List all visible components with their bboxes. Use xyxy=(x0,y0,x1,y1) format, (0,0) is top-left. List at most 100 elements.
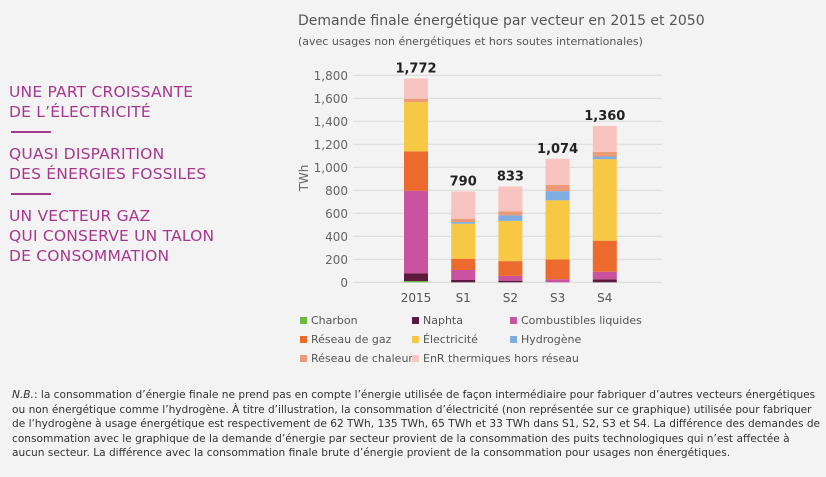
bars xyxy=(404,78,617,283)
legend-label: Combustibles liquides xyxy=(521,314,642,327)
bar-segment-enr-thermiques-hors-reseau xyxy=(404,78,428,99)
bar-segment-reseau-de-chaleur xyxy=(545,185,570,192)
total-label: 1,074 xyxy=(537,142,578,157)
x-axis-ticks: 2015 S1 S2 S3 S4 xyxy=(401,291,613,305)
y-tick-label: 200 xyxy=(325,253,348,267)
legend-label: EnR thermiques hors réseau xyxy=(423,352,579,365)
bar-stack-s3 xyxy=(545,158,570,283)
bar-segment-electricite xyxy=(592,159,617,241)
bar-stack-s2 xyxy=(498,186,523,283)
divider xyxy=(11,193,51,195)
bar-segment-hydrogene xyxy=(498,215,523,221)
y-tick-label: 1,600 xyxy=(314,92,348,106)
chart-title: Demande finale énergétique par vecteur e… xyxy=(298,13,705,29)
legend-item: Électricité xyxy=(412,333,478,346)
footnote-text: : la consommation d’énergie finale ne pr… xyxy=(12,389,821,460)
headline-line: UNE PART CROISSANTE xyxy=(9,83,194,101)
legend-label: Réseau de gaz xyxy=(311,333,392,346)
bar-segment-reseau-de-gaz xyxy=(451,258,476,270)
headline-gas: UN VECTEUR GAZ QUI CONSERVE UN TALON DE … xyxy=(9,206,239,266)
legend-label: Réseau de chaleur xyxy=(311,352,413,365)
legend-item: Charbon xyxy=(300,314,358,327)
legend-label: Hydrogène xyxy=(521,333,582,346)
bar-segment-reseau-de-chaleur xyxy=(498,211,523,216)
headline-line: QUI CONSERVE UN TALON xyxy=(9,227,215,245)
legend-item: Réseau de chaleur xyxy=(300,352,413,365)
bar-segment-combustibles-liquides xyxy=(592,271,617,280)
y-tick-label: 1,000 xyxy=(314,161,348,175)
headline-line: QUASI DISPARITION xyxy=(9,145,165,163)
bar-segment-naphta xyxy=(404,273,428,282)
bar-segment-reseau-de-gaz xyxy=(404,151,428,191)
legend-swatch xyxy=(412,317,419,324)
y-axis-ticks: 0 200 400 600 800 1,000 1,200 1,400 1,600 1,800 xyxy=(314,69,348,290)
headline-line: UN VECTEUR GAZ xyxy=(9,207,151,225)
y-tick-label: 800 xyxy=(325,184,348,198)
headline-line: DE CONSOMMATION xyxy=(9,247,170,265)
x-tick-label: 2015 xyxy=(401,291,432,305)
bar-segment-hydrogene xyxy=(592,156,617,160)
bar-segment-enr-thermiques-hors-reseau xyxy=(498,186,523,212)
legend-item: Naphta xyxy=(412,314,463,327)
bar-stack-s4 xyxy=(592,125,617,283)
bar-segment-naphta xyxy=(592,279,617,283)
y-tick-label: 1,200 xyxy=(314,138,348,152)
bar-segment-electricite xyxy=(545,200,570,260)
legend-swatch xyxy=(412,336,419,343)
bar-stack-2015 xyxy=(404,78,428,283)
y-tick-label: 0 xyxy=(340,276,348,290)
bar-segment-electricite xyxy=(498,220,523,262)
y-tick-label: 1,800 xyxy=(314,69,348,83)
legend-swatch xyxy=(510,336,517,343)
legend-item: Réseau de gaz xyxy=(300,333,391,346)
divider xyxy=(11,131,51,133)
bar-segment-reseau-de-gaz xyxy=(592,240,617,272)
bar-segment-reseau-de-chaleur xyxy=(592,151,617,157)
chart-subtitle: (avec usages non énergétiques et hors so… xyxy=(298,35,643,48)
legend-item: Hydrogène xyxy=(510,333,581,346)
bar-segment-enr-thermiques-hors-reseau xyxy=(451,191,476,219)
total-label: 790 xyxy=(450,174,477,189)
headline-electricity: UNE PART CROISSANTE DE L’ÉLECTRICITÉ xyxy=(9,82,239,122)
y-axis-label: TWh xyxy=(297,165,311,193)
legend-label: Charbon xyxy=(311,314,358,327)
legend-swatch xyxy=(300,336,307,343)
legend-item: EnR thermiques hors réseau xyxy=(412,352,579,365)
bar-segment-reseau-de-gaz xyxy=(545,259,570,280)
total-label: 1,772 xyxy=(395,62,436,77)
total-label: 833 xyxy=(497,170,524,185)
y-tick-label: 1,400 xyxy=(314,115,348,129)
legend-label: Naphta xyxy=(423,314,463,327)
headline-fossil: QUASI DISPARITION DES ÉNERGIES FOSSILES xyxy=(9,144,239,184)
bar-segment-enr-thermiques-hors-reseau xyxy=(545,158,570,186)
legend-label: Électricité xyxy=(423,333,478,346)
bar-segment-electricite xyxy=(404,102,428,152)
bar-segment-combustibles-liquides xyxy=(404,190,428,274)
bar-segment-enr-thermiques-hors-reseau xyxy=(592,125,617,152)
bar-segment-combustibles-liquides xyxy=(498,275,523,281)
bar-segment-naphta xyxy=(498,280,523,283)
bar-segment-reseau-de-chaleur xyxy=(451,218,476,223)
bar-stack-s1 xyxy=(451,191,476,283)
bar-segment-reseau-de-gaz xyxy=(498,261,523,276)
total-labels: 1,772 790 833 1,074 1,360 xyxy=(395,62,625,190)
x-tick-label: S2 xyxy=(503,291,518,305)
footnote-prefix: N.B. xyxy=(12,389,34,401)
bar-segment-charbon xyxy=(404,281,428,283)
stacked-bar-chart: 0 200 400 600 800 1,000 1,200 1,400 1,600 1,800 T… xyxy=(297,62,662,305)
legend-swatch xyxy=(300,317,307,324)
x-tick-label: S1 xyxy=(456,291,471,305)
legend-item: Combustibles liquides xyxy=(510,314,642,327)
bar-segment-combustibles-liquides xyxy=(451,269,476,280)
headline-line: DES ÉNERGIES FOSSILES xyxy=(9,165,207,183)
bar-segment-reseau-de-chaleur xyxy=(404,98,428,103)
x-tick-label: S4 xyxy=(597,291,612,305)
bar-segment-naphta xyxy=(451,280,476,283)
y-tick-label: 600 xyxy=(325,207,348,221)
bar-segment-hydrogene xyxy=(451,222,476,224)
y-tick-label: 400 xyxy=(325,230,348,244)
headline-line: DE L’ÉLECTRICITÉ xyxy=(9,103,151,121)
bar-segment-combustibles-liquides xyxy=(545,279,570,283)
total-label: 1,360 xyxy=(584,109,625,124)
bar-segment-electricite xyxy=(451,223,476,259)
